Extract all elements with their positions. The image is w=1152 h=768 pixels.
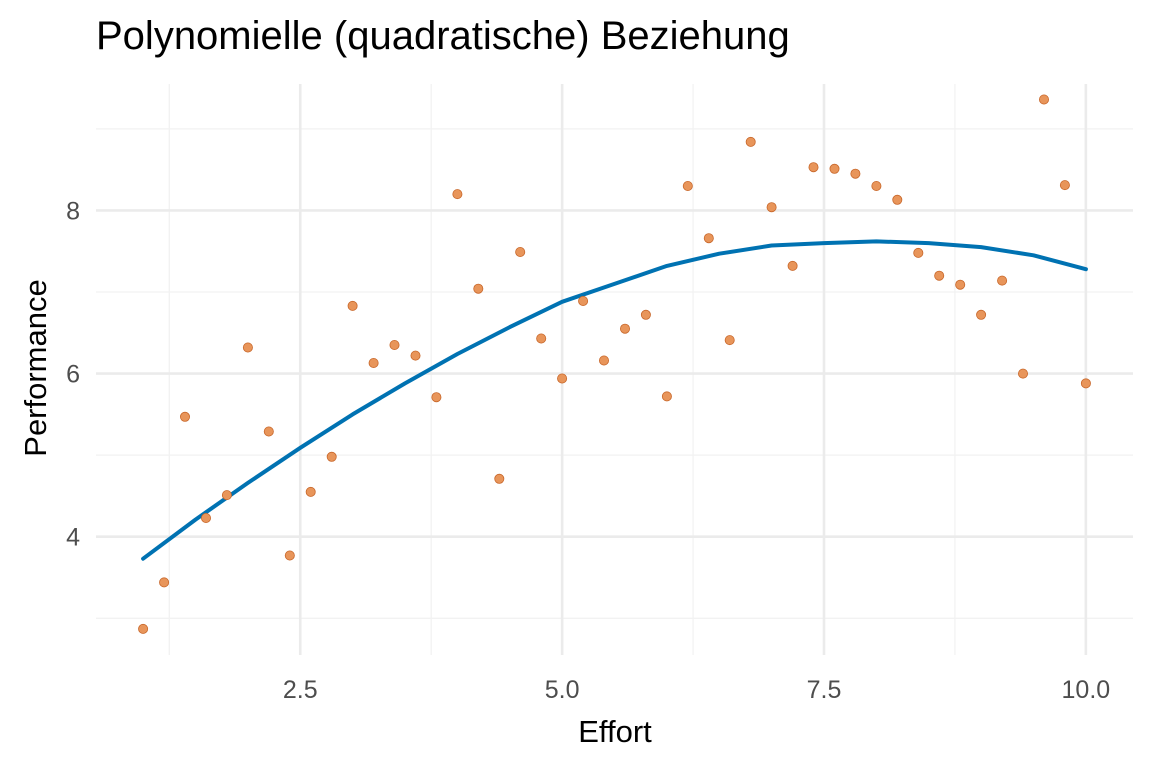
x-tick-label: 5.0 (545, 676, 580, 704)
data-point (682, 180, 693, 191)
chart-title: Polynomielle (quadratische) Beziehung (96, 14, 790, 58)
data-points-layer (138, 94, 1091, 634)
data-point (221, 490, 232, 501)
data-point (326, 451, 337, 462)
data-point (766, 202, 777, 213)
data-point (724, 335, 735, 346)
data-point (389, 339, 400, 350)
data-point (1018, 368, 1029, 379)
data-point (431, 392, 442, 403)
data-point (452, 189, 463, 200)
data-point (536, 333, 547, 344)
data-point (640, 309, 651, 320)
data-point (934, 270, 945, 281)
data-point (997, 275, 1008, 286)
y-axis-title: Performance (18, 279, 53, 456)
data-point (179, 411, 190, 422)
data-point (347, 300, 358, 311)
data-point (410, 350, 421, 361)
data-point (703, 233, 714, 244)
y-axis-ticks: 4 6 8 (66, 197, 80, 551)
x-tick-label: 7.5 (807, 676, 842, 704)
data-point (955, 279, 966, 290)
data-point (242, 342, 253, 353)
data-point (745, 136, 756, 147)
quadratic-fit-line (141, 239, 1088, 561)
data-point (284, 550, 295, 561)
data-point (368, 357, 379, 368)
fit-curve-layer (141, 239, 1088, 561)
data-point (850, 168, 861, 179)
y-tick-label: 6 (66, 361, 80, 389)
data-point (661, 391, 672, 402)
x-tick-label: 2.5 (283, 676, 318, 704)
data-point (1080, 378, 1091, 389)
data-point (808, 162, 819, 173)
data-point (578, 295, 589, 306)
data-point (913, 247, 924, 258)
data-point (263, 426, 274, 437)
data-point (599, 355, 610, 366)
data-point (829, 163, 840, 174)
data-point (515, 246, 526, 257)
data-point (892, 194, 903, 205)
data-point (159, 577, 170, 588)
x-axis-title: Effort (578, 714, 652, 749)
grid-lines (96, 84, 1133, 655)
data-point (1039, 94, 1050, 105)
data-point (871, 180, 882, 191)
data-point (305, 486, 316, 497)
data-point (620, 323, 631, 334)
data-point (494, 473, 505, 484)
data-point (787, 260, 798, 271)
data-point (473, 283, 484, 294)
x-tick-label: 10.0 (1062, 676, 1111, 704)
y-tick-label: 4 (66, 524, 80, 552)
data-point (138, 623, 149, 634)
y-tick-label: 8 (66, 197, 80, 225)
data-point (200, 513, 211, 524)
data-point (1059, 180, 1070, 191)
data-point (976, 309, 987, 320)
x-axis-ticks: 2.5 5.0 7.5 10.0 (283, 676, 1110, 704)
data-point (557, 373, 568, 384)
